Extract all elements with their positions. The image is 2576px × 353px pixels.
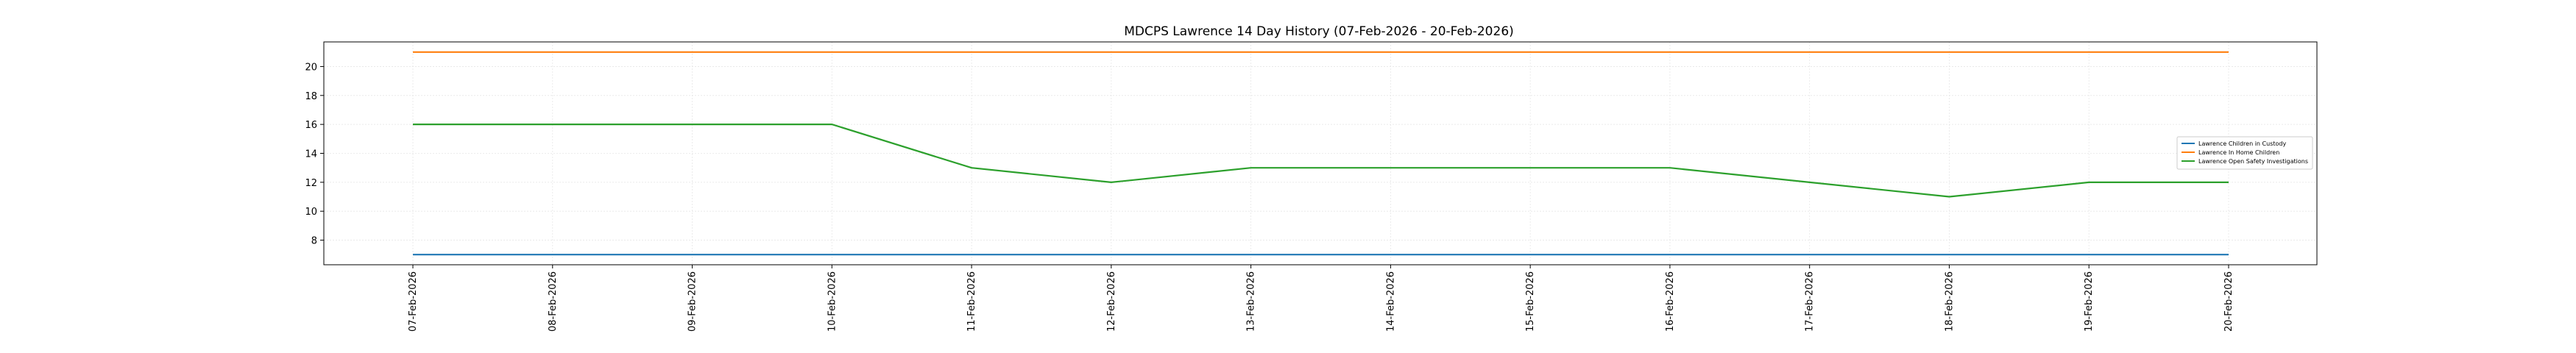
- series-line: [413, 124, 2229, 198]
- legend: Lawrence Children in Custody Lawrence In …: [2176, 136, 2313, 170]
- x-tick-label: 11-Feb-2026: [966, 271, 977, 332]
- x-tick-label: 09-Feb-2026: [687, 271, 698, 332]
- legend-label: Lawrence Children in Custody: [2198, 140, 2286, 147]
- y-tick-label: 18: [305, 91, 317, 102]
- x-tick-label: 18-Feb-2026: [1944, 271, 1955, 332]
- x-tick-label: 15-Feb-2026: [1525, 271, 1536, 332]
- x-tick-label: 20-Feb-2026: [2223, 271, 2234, 332]
- x-tick-label: 10-Feb-2026: [827, 271, 838, 332]
- x-tick-label: 17-Feb-2026: [1805, 271, 1816, 332]
- x-tick-label: 08-Feb-2026: [548, 271, 559, 332]
- grid: [324, 42, 2317, 265]
- y-tick-label: 8: [311, 236, 317, 247]
- axes: 07-Feb-2026 08-Feb-2026 09-Feb-2026 10-Feb-…: [305, 62, 2234, 332]
- chart-title: MDCPS Lawrence 14 Day History (07-Feb-20…: [1124, 24, 1514, 39]
- x-tick-label: 16-Feb-2026: [1665, 271, 1676, 332]
- x-tick-label: 12-Feb-2026: [1106, 271, 1117, 332]
- y-tick-label: 10: [305, 207, 317, 218]
- x-tick-label: 13-Feb-2026: [1246, 271, 1257, 332]
- y-tick-label: 20: [305, 62, 317, 73]
- y-tick-label: 12: [305, 178, 317, 189]
- y-tick-label: 16: [305, 120, 317, 131]
- legend-label: Lawrence In Home Children: [2198, 149, 2279, 156]
- x-tick-label: 19-Feb-2026: [2084, 271, 2095, 332]
- legend-box: [2176, 136, 2313, 170]
- legend-label: Lawrence Open Safety Investigations: [2198, 158, 2308, 165]
- x-tick-label: 07-Feb-2026: [408, 271, 419, 332]
- y-tick-label: 14: [305, 149, 317, 160]
- x-tick-label: 14-Feb-2026: [1385, 271, 1396, 332]
- series-lines: [413, 51, 2229, 256]
